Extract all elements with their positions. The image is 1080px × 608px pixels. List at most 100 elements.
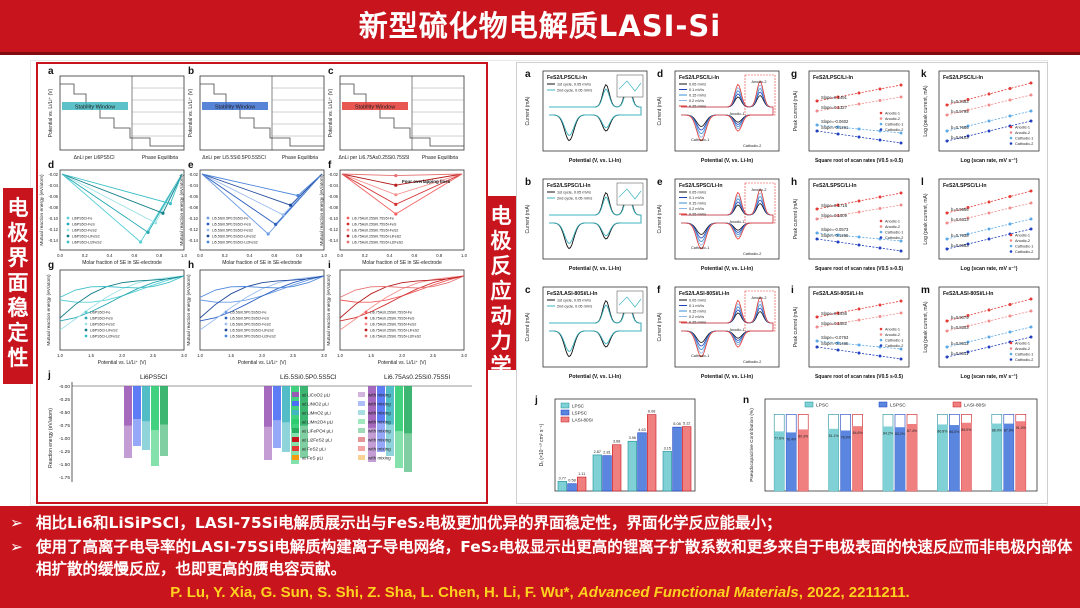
x-tick-label: 1.5 (368, 353, 374, 358)
log-xlabel: Log (scan rate, mV s⁻¹) (961, 158, 1018, 164)
log-data-point (1029, 325, 1033, 329)
four-overlapping-lines-annotation: Four overlapping lines (402, 179, 451, 184)
reaction-energy-bar (386, 386, 394, 456)
legend-marker (879, 128, 883, 131)
x-tick-label: 0.4 (387, 253, 393, 258)
x-tick-label: 2.0 (399, 353, 405, 358)
cv-ylabel: Current (mA) (525, 96, 531, 125)
slope-value-label: Slope=-0.1255 (821, 233, 849, 238)
rate-cv-curve (680, 297, 774, 358)
cathodic-peak-label: Cathodic-1 (691, 138, 709, 142)
voltage-plot-ylabel: Potential vs. Li/Li⁺ (V) (48, 88, 54, 137)
slope-data-point (899, 299, 903, 303)
pseudocap-legend-swatch (952, 401, 962, 408)
pseudocap-bar (991, 423, 1002, 491)
potential-plot-ylabel: Mutual reaction energy (eV/atom) (326, 274, 332, 346)
legend-label: with mixing (368, 411, 391, 416)
diffusion-chart-value-label: 0.58 (568, 479, 575, 483)
legend-label: 1st cycle, 0.05 mV/s (557, 191, 591, 195)
pseudocap-value-label: 77.8% (774, 436, 784, 440)
legend-marker (364, 310, 368, 314)
log-data-point (966, 242, 970, 246)
legend-marker (346, 234, 350, 238)
panel-letter-d: d (48, 160, 54, 171)
pseudocap-bar (937, 424, 948, 491)
pseudocap-legend-swatch (804, 401, 814, 408)
section-tab-reaction-kinetics: 电极反应动力学 (486, 196, 516, 378)
log-data-point (987, 200, 991, 204)
reaction-energy-bar (151, 386, 159, 466)
slope-data-point (899, 131, 903, 135)
summary-bullet-2-text: 使用了高离子电导率的LASI-75Si电解质构建离子导电网络，FeS₂电极显示出… (36, 538, 1073, 578)
voltage-plot-frame (199, 75, 325, 151)
legend-label: Anodic-2 (885, 333, 900, 337)
diffusion-chart-legend-swatch (560, 409, 570, 416)
slope-data-point (815, 129, 819, 133)
voltage-step-profile (340, 83, 464, 147)
legend-marker (206, 228, 210, 232)
legend-label: 0.05 mV/s (689, 83, 706, 87)
slope-value-label: Slope=0.1582 (821, 321, 848, 326)
panel-letter-g: g (48, 260, 54, 271)
log-data-point (1029, 335, 1033, 339)
reaction-energy-bar-hatch (142, 421, 150, 450)
reaction-energy-minimum-marker (394, 202, 398, 206)
rate-cv-plot-frame (674, 178, 780, 260)
log-data-point (1008, 87, 1012, 90)
legend-label: Anodic-2 (1015, 347, 1030, 351)
diffusion-chart-legend-label: LSPSC (572, 411, 588, 416)
legend-label: Li6.75As0.25Si0.75S5I-LiFeS2 (352, 235, 401, 239)
panel-letter-e: e (657, 177, 663, 188)
reaction-energy-bar (264, 386, 272, 460)
slope-data-point (815, 123, 819, 127)
b-value-label: b=0.3483 (951, 99, 969, 104)
pseudocap-legend-label: LPSC (816, 403, 829, 409)
legend-label: 0.25 mV/s (689, 105, 706, 109)
potential-curve (59, 275, 185, 298)
potential-curve (339, 275, 465, 331)
legend-label: Li6.75As0.25Si0.75S5I-Fe (370, 311, 412, 315)
legend-marker (1009, 244, 1013, 248)
diffusion-chart-legend-swatch (560, 416, 570, 423)
pseudocap-value-label: 86.8% (937, 429, 947, 433)
slope-plot-title: FeS2/LSPSC/Li-In (813, 183, 857, 189)
log-plot-title: FeS2/LASI-80Si/Li-In (943, 291, 993, 297)
panel-letter-d: d (657, 69, 663, 80)
legend-label: Li6.75As0.25Si0.75S5I-FeS (352, 223, 397, 227)
diffusion-chart-bar (662, 451, 672, 492)
legend-marker (879, 338, 883, 342)
legend-marker (879, 236, 883, 239)
slope-data-point (836, 132, 840, 136)
reaction-energy-minimum-marker (168, 202, 172, 206)
x-tick-label: 1.5 (228, 353, 234, 358)
legend-marker (206, 240, 210, 244)
reaction-energy-ylabel: Mutual reaction energy (eV/atom) (39, 174, 45, 246)
reaction-energy-bar-hatch (368, 427, 376, 462)
reaction-energy-xlabel: Molar fraction of SE in SE-electrode (82, 260, 162, 266)
legend-marker (66, 222, 70, 226)
b-value-label: b=0.9079 (951, 315, 969, 320)
slope-data-point (836, 322, 840, 325)
slope-data-point (836, 125, 840, 129)
log-data-point (1029, 309, 1033, 313)
legend-label: Li6PS5Cl-FeS (72, 223, 95, 227)
stability-window-band (202, 102, 268, 110)
legend-label: Anodic-2 (1015, 131, 1030, 135)
diffusion-chart-bar (612, 444, 622, 492)
legend-label: Cathodic-2 (885, 236, 903, 240)
cv-inset (616, 290, 644, 314)
slope-data-point (857, 210, 861, 214)
legend-swatch-mixing (358, 401, 365, 406)
slope-xlabel: Square root of scan rates (V0.5 s-0.5) (815, 374, 903, 380)
y-tick-label: -0.04 (48, 183, 58, 188)
log-data-point (1029, 227, 1033, 231)
panel-letter-c: c (328, 66, 334, 77)
citation: P. Lu, Y. Xia, G. Sun, S. Shi, Z. Sha, L… (0, 584, 1080, 601)
section-tab-reaction-kinetics-label: 电极反应动力学 (490, 204, 512, 378)
reaction-energy-xlabel: Molar fraction of SE in SE-electrode (362, 260, 442, 266)
diffusion-chart-bar (647, 414, 657, 492)
legend-label: Li5.5Si0.5P0.5S5Cl-Li2FeS2 (230, 335, 276, 339)
legend-label: Li6.75As0.25Si0.75S5I-LiFeS2 (370, 329, 419, 333)
slope-data-point (857, 307, 861, 311)
legend-swatch (292, 392, 299, 397)
